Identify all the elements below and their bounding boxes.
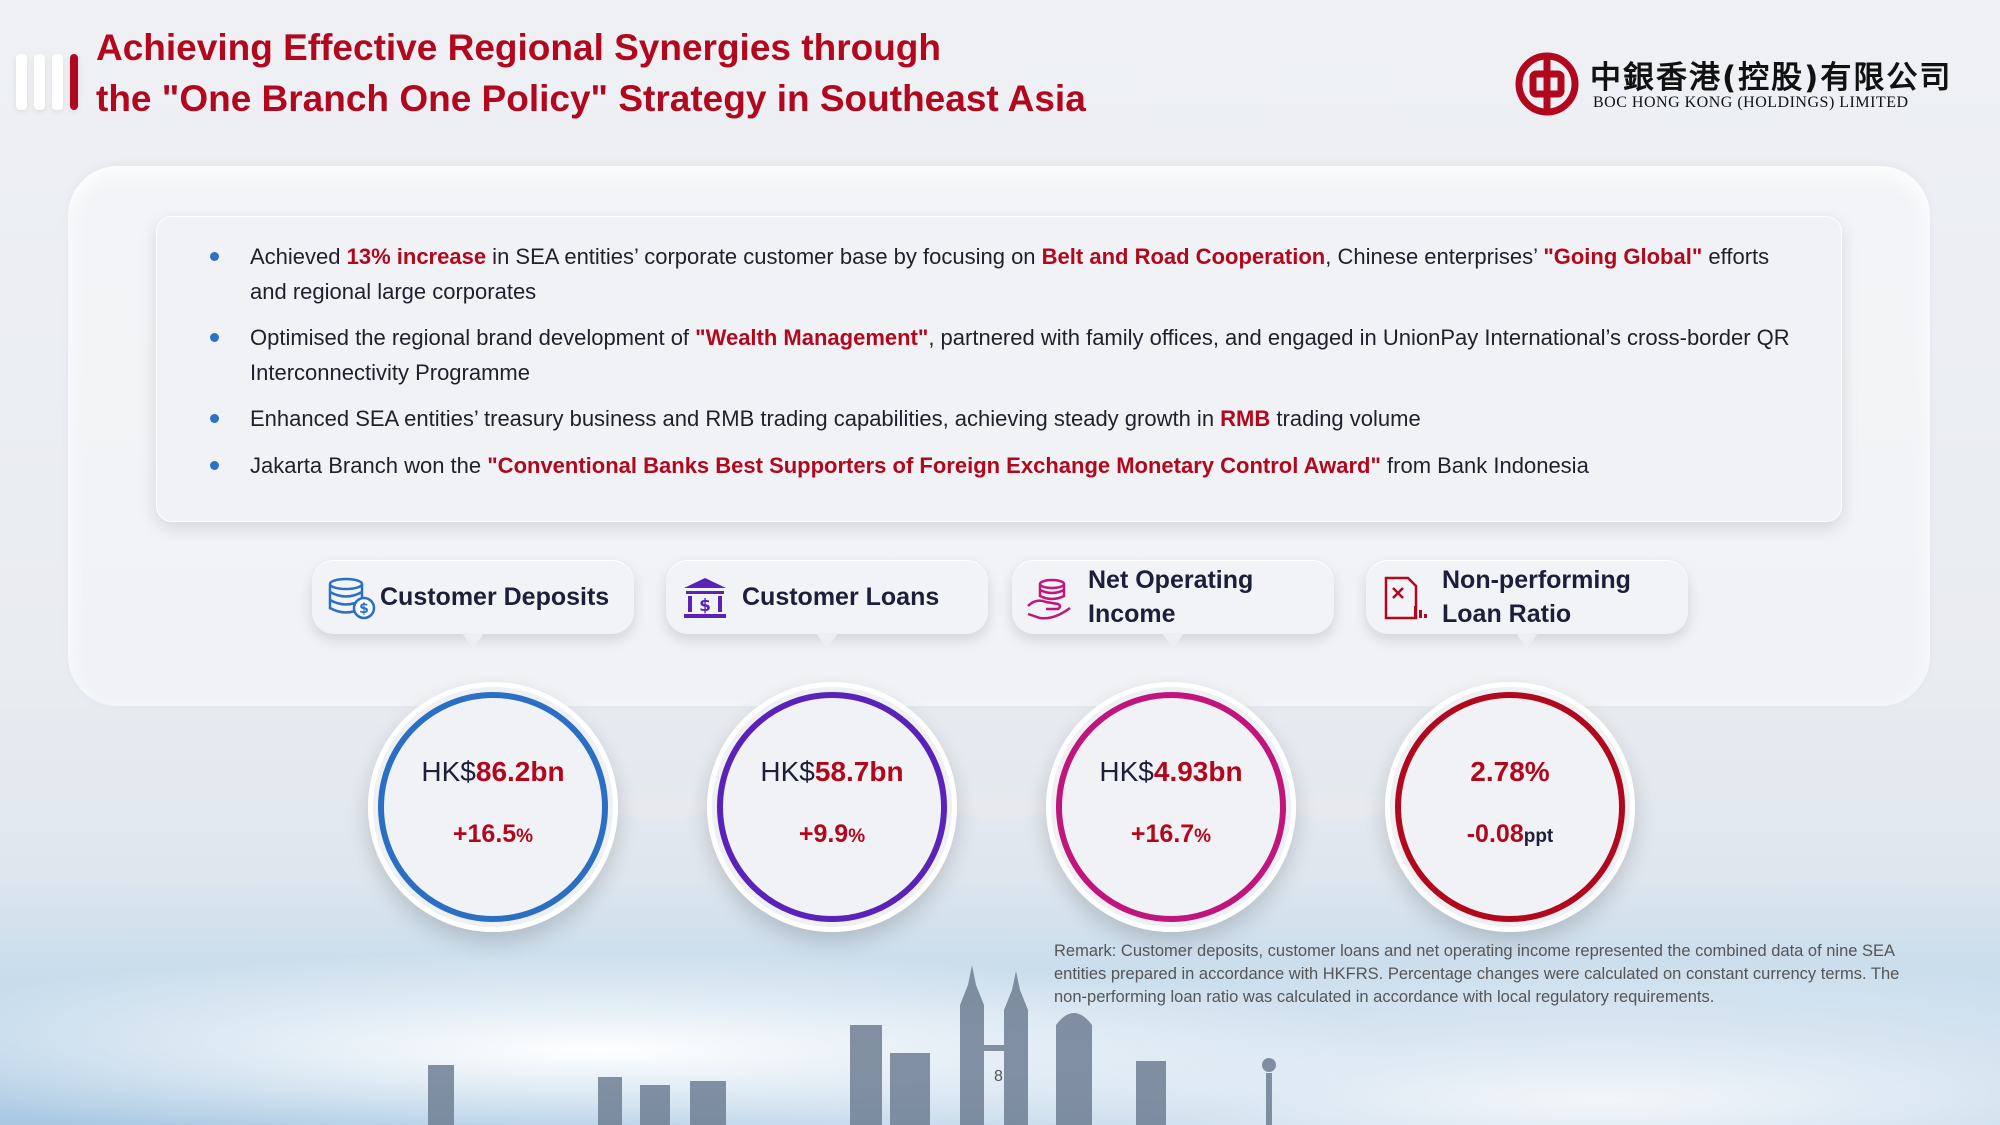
metric-tab-net-operating-income: Net Operating Income [1012,560,1334,649]
list-item: Jakarta Branch won the "Conventional Ban… [206,449,1806,484]
metric-tab-customer-deposits: $ Customer Deposits [312,560,634,649]
list-item: Achieved 13% increase in SEA entities’ c… [206,240,1806,309]
circle-connector [600,790,720,820]
metric-tab-customer-loans: $ Customer Loans [666,560,988,649]
metric-tab-npl-ratio: Non-performing Loan Ratio [1366,560,1688,649]
coins-dollar-icon: $ [328,577,376,620]
sky-background [0,875,2000,1125]
metric-value: 2.78% [1470,756,1550,787]
highlights-list: Achieved 13% increase in SEA entities’ c… [206,240,1806,495]
metric-label: Customer Deposits [380,583,610,611]
company-logo: 中銀香港(控股)有限公司 BOC HONG KONG (HOLDINGS) LI… [1515,52,1950,118]
remark-note: Remark: Customer deposits, customer loan… [1054,942,1900,1006]
metric-circle-net-operating-income: HK$4.93bn +16.7% [1046,682,1296,932]
coins-hand-icon [1027,578,1071,620]
svg-text:$: $ [699,596,711,616]
metric-change: +16.5% [452,820,534,848]
metric-label: Customer Loans [742,583,940,611]
circle-connector [1278,790,1398,820]
list-item: Optimised the regional brand development… [206,321,1806,390]
metric-circle-npl-ratio: 2.78% -0.08ppt [1385,682,1635,932]
metric-change: -0.08ppt [1466,820,1554,848]
bullet-icon [210,333,219,342]
logo-english-name: BOC HONG KONG (HOLDINGS) LIMITED [1593,94,1909,111]
bullet-icon [210,460,219,470]
metric-value: HK$86.2bn [421,756,565,787]
header-decoration [16,54,78,110]
list-item: Enhanced SEA entities’ treasury business… [206,402,1806,437]
logo-chinese-name: 中銀香港(控股)有限公司 [1590,60,1953,96]
document-chart-icon [1384,576,1427,620]
metric-value: HK$58.7bn [760,756,904,787]
boc-logo-icon [1515,52,1579,116]
page-number: 8 [994,1068,1003,1085]
svg-text:$: $ [359,601,369,617]
circle-connector [940,790,1060,820]
metric-label: Non-performing Loan Ratio [1442,566,1631,628]
metric-label: Net Operating Income [1088,566,1254,628]
metric-change: +9.9% [798,820,866,848]
title-line-2: the "One Branch One Policy" Strategy in … [96,78,1086,119]
metric-value: HK$4.93bn [1099,756,1243,787]
page-title: Achieving Effective Regional Synergies t… [96,22,1086,124]
metric-circle-customer-deposits: HK$86.2bn +16.5% [368,682,618,932]
bullet-icon [210,414,219,423]
title-line-1: Achieving Effective Regional Synergies t… [96,27,942,68]
metric-circle-customer-loans: HK$58.7bn +9.9% [707,682,957,932]
bullet-icon [210,252,219,261]
highlights-card: Achieved 13% increase in SEA entities’ c… [156,216,1842,522]
metric-change: +16.7% [1130,820,1212,848]
city-skyline-image [428,965,1276,1125]
bank-building-icon: $ [684,578,726,618]
